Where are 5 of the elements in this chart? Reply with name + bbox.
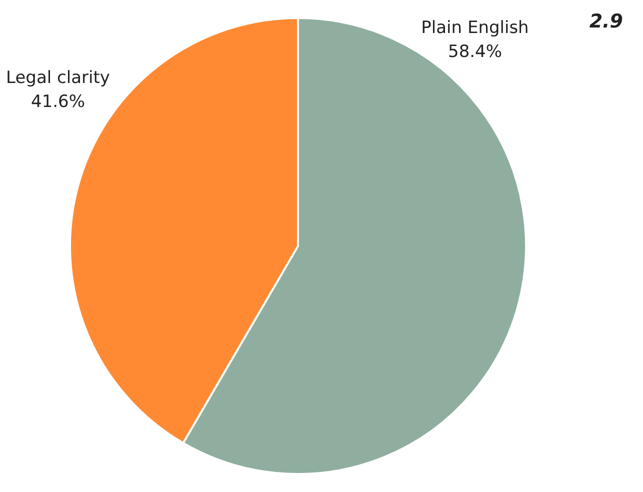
slice-label: Plain English — [421, 18, 529, 38]
data-label: 41.6% — [30, 92, 86, 112]
slice-label: Legal clarity — [6, 68, 110, 88]
data-label: 58.4% — [448, 42, 502, 62]
text: 2.9 — [589, 10, 624, 32]
